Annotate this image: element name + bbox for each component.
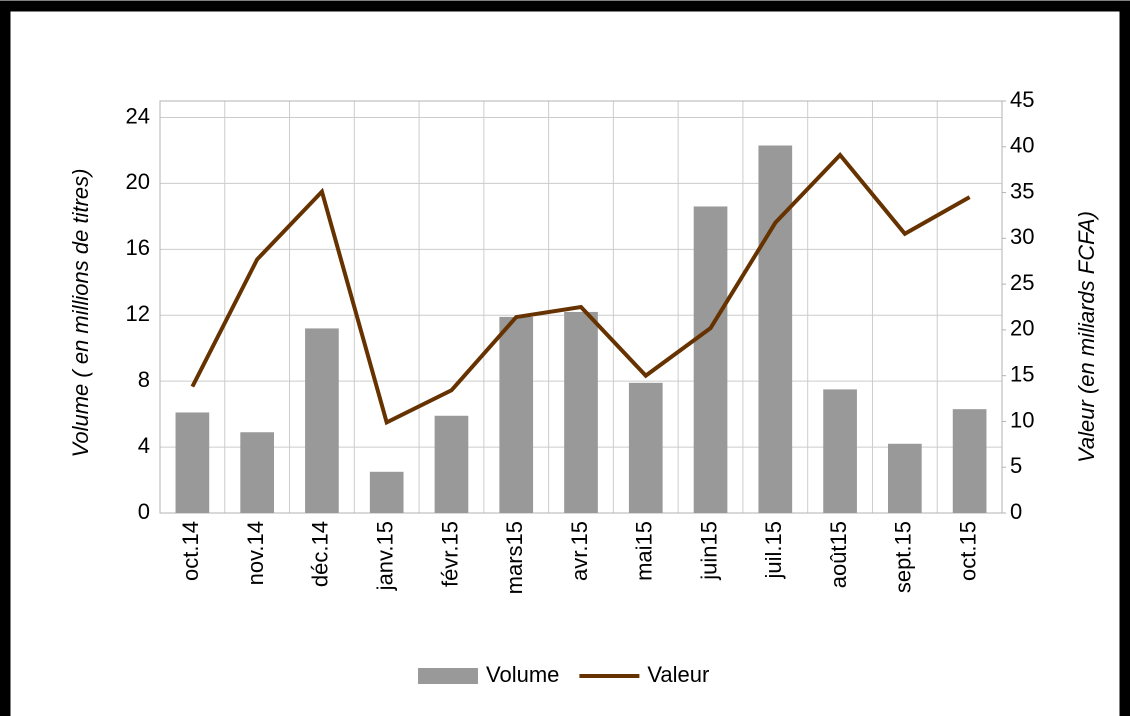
x-tick-label: sept.15 (891, 521, 916, 593)
x-tick-label: août15 (826, 521, 851, 588)
bar (369, 471, 404, 513)
legend-label: Volume (486, 662, 559, 687)
y-axis-label: Volume ( en millions de titres) (68, 169, 93, 458)
y-tick-label: 4 (138, 433, 150, 458)
y2-tick-label: 25 (1010, 270, 1034, 295)
y2-tick-label: 20 (1010, 316, 1034, 341)
y-tick-label: 0 (138, 499, 150, 524)
x-tick-label: oct.14 (178, 521, 203, 581)
y2-tick-label: 5 (1010, 453, 1022, 478)
bar (693, 206, 728, 514)
x-tick-label: juil.15 (761, 521, 786, 579)
bar (564, 311, 598, 513)
y-tick-label: 8 (138, 367, 150, 392)
y2-tick-label: 40 (1010, 133, 1034, 158)
x-tick-label: mai15 (632, 521, 657, 581)
bar (888, 443, 922, 513)
y2-tick-label: 0 (1010, 499, 1022, 524)
y2-tick-label: 35 (1010, 178, 1034, 203)
y-tick-label: 20 (126, 169, 150, 194)
x-tick-label: juin15 (696, 521, 721, 581)
bar (823, 389, 857, 513)
y-tick-label: 12 (126, 301, 150, 326)
y2-tick-label: 45 (1010, 87, 1034, 112)
line (190, 152, 971, 426)
legend-swatch (418, 668, 478, 684)
x-tick-label: oct.15 (955, 521, 980, 581)
x-tick-label: déc.14 (308, 521, 333, 587)
bar (628, 382, 663, 513)
y2-axis-label: Valeur (en miliards FCFA) (1074, 211, 1099, 463)
bar (499, 316, 534, 513)
bar (952, 409, 987, 513)
bar (175, 412, 210, 513)
bar (305, 328, 339, 513)
bar (758, 145, 793, 513)
x-tick-label: nov.14 (243, 521, 268, 585)
x-tick-label: févr.15 (437, 521, 462, 587)
bar (240, 432, 274, 513)
x-tick-label: janv.15 (373, 521, 398, 591)
y2-tick-label: 10 (1010, 407, 1034, 432)
y2-tick-label: 30 (1010, 224, 1034, 249)
x-tick-label: mars15 (502, 521, 527, 594)
bar (434, 415, 469, 513)
y-tick-label: 16 (126, 235, 150, 260)
y-tick-label: 24 (126, 103, 150, 128)
legend-label: Valeur (647, 662, 709, 687)
x-tick-label: avr.15 (567, 521, 592, 581)
y2-tick-label: 15 (1010, 361, 1034, 386)
